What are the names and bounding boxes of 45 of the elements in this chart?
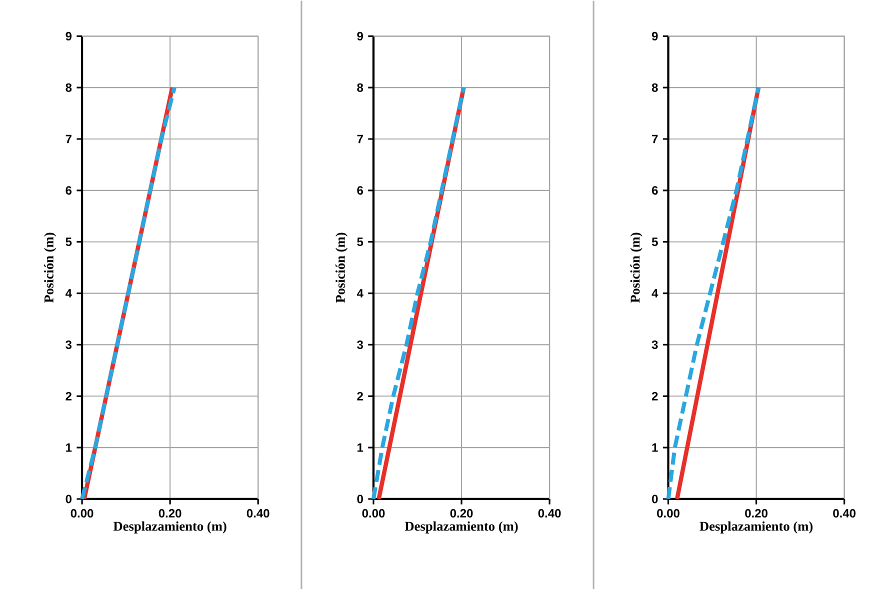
y-axis-title: Posición (m) bbox=[44, 232, 56, 303]
y-tick-label: 2 bbox=[66, 392, 72, 400]
x-tick-label: 0.00 bbox=[362, 509, 385, 518]
x-tick-label: 0.40 bbox=[833, 509, 856, 518]
y-axis-title: Posición (m) bbox=[630, 232, 642, 303]
x-tick-label: 0.00 bbox=[70, 509, 94, 518]
y-tick-label: 3 bbox=[357, 340, 363, 350]
y-tick-label: 1 bbox=[358, 444, 364, 452]
y-tick-label: 5 bbox=[357, 238, 364, 246]
y-tick-label: 7 bbox=[357, 134, 363, 144]
y-axis-title: Posición (m) bbox=[335, 232, 348, 303]
y-tick-label: 6 bbox=[66, 186, 72, 195]
y-tick-label: 4 bbox=[66, 289, 72, 298]
y-tick-label: 0 bbox=[357, 494, 363, 504]
y-tick-label: 4 bbox=[652, 289, 658, 298]
x-tick-label: 0.20 bbox=[745, 509, 768, 518]
y-tick-label: 9 bbox=[66, 32, 72, 40]
x-axis-title: Desplazamiento (m) bbox=[404, 521, 518, 534]
y-tick-label: 1 bbox=[66, 444, 72, 452]
y-tick-label: 3 bbox=[652, 340, 658, 350]
x-tick-label: 0.40 bbox=[246, 509, 270, 518]
y-tick-label: 7 bbox=[652, 134, 658, 144]
y-tick-label: 8 bbox=[66, 83, 72, 92]
y-tick-label: 3 bbox=[66, 340, 72, 350]
y-tick-label: 1 bbox=[652, 444, 658, 452]
y-tick-label: 9 bbox=[652, 32, 658, 40]
y-tick-label: 5 bbox=[66, 238, 72, 246]
x-tick-label: 0.00 bbox=[657, 509, 680, 518]
y-tick-label: 6 bbox=[652, 186, 658, 195]
x-tick-label: 0.20 bbox=[158, 509, 182, 518]
y-tick-label: 8 bbox=[652, 83, 658, 92]
y-tick-label: 4 bbox=[356, 289, 364, 298]
x-tick-label: 0.40 bbox=[538, 509, 561, 518]
y-tick-label: 0 bbox=[652, 494, 658, 504]
y-tick-label: 2 bbox=[357, 392, 363, 400]
y-tick-label: 5 bbox=[652, 238, 658, 246]
x-tick-label: 0.20 bbox=[450, 509, 473, 518]
y-tick-label: 6 bbox=[357, 186, 363, 195]
y-tick-label: 7 bbox=[66, 134, 72, 144]
x-axis-title: Desplazamiento (m) bbox=[700, 521, 813, 534]
y-tick-label: 8 bbox=[357, 83, 364, 92]
y-tick-label: 2 bbox=[652, 392, 658, 400]
x-axis-title: Desplazamiento (m) bbox=[113, 521, 226, 534]
y-tick-label: 9 bbox=[357, 32, 363, 40]
y-tick-label: 0 bbox=[66, 494, 72, 504]
